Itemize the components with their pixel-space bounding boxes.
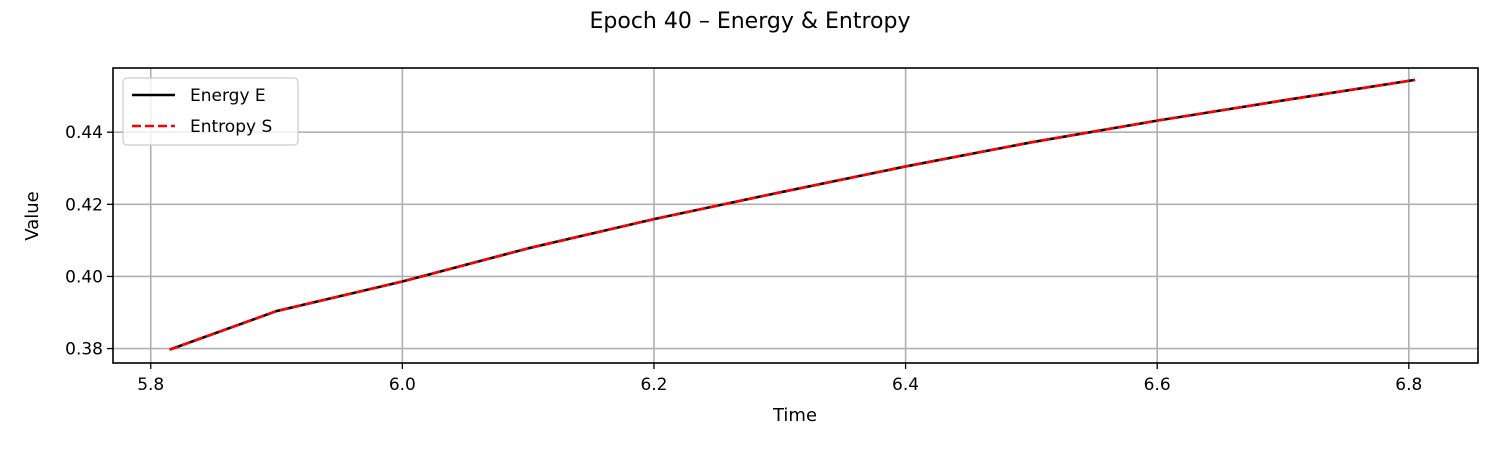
- x-tick-label: 5.8: [137, 375, 164, 395]
- series-line-energy: [169, 78, 1416, 351]
- series-line-entropy: [169, 78, 1416, 351]
- x-tick-label: 6.0: [389, 375, 416, 395]
- y-tick-label: 0.44: [65, 123, 103, 143]
- ticks: 5.8 6.0 6.2 6.4 6.6 6.8 0.38 0.40 0.42 0.44: [65, 123, 1422, 395]
- y-tick-label: 0.38: [65, 340, 103, 360]
- x-tick-label: 6.2: [640, 375, 667, 395]
- legend-label-entropy: Entropy S: [190, 117, 272, 137]
- legend: Energy E Entropy S: [122, 77, 299, 146]
- x-tick-label: 6.8: [1395, 375, 1422, 395]
- legend-label-energy: Energy E: [190, 86, 266, 106]
- grid: [113, 68, 1478, 363]
- x-tick-label: 6.6: [1144, 375, 1171, 395]
- y-tick-label: 0.42: [65, 195, 103, 215]
- plot-frame: [112, 67, 1479, 364]
- chart-title: Epoch 40 – Energy & Entropy: [590, 9, 911, 34]
- x-tick-label: 6.4: [892, 375, 919, 395]
- y-axis-label: Value: [22, 191, 43, 240]
- series-group: [169, 78, 1416, 351]
- x-axis-label: Time: [772, 405, 817, 426]
- y-tick-label: 0.40: [65, 267, 103, 287]
